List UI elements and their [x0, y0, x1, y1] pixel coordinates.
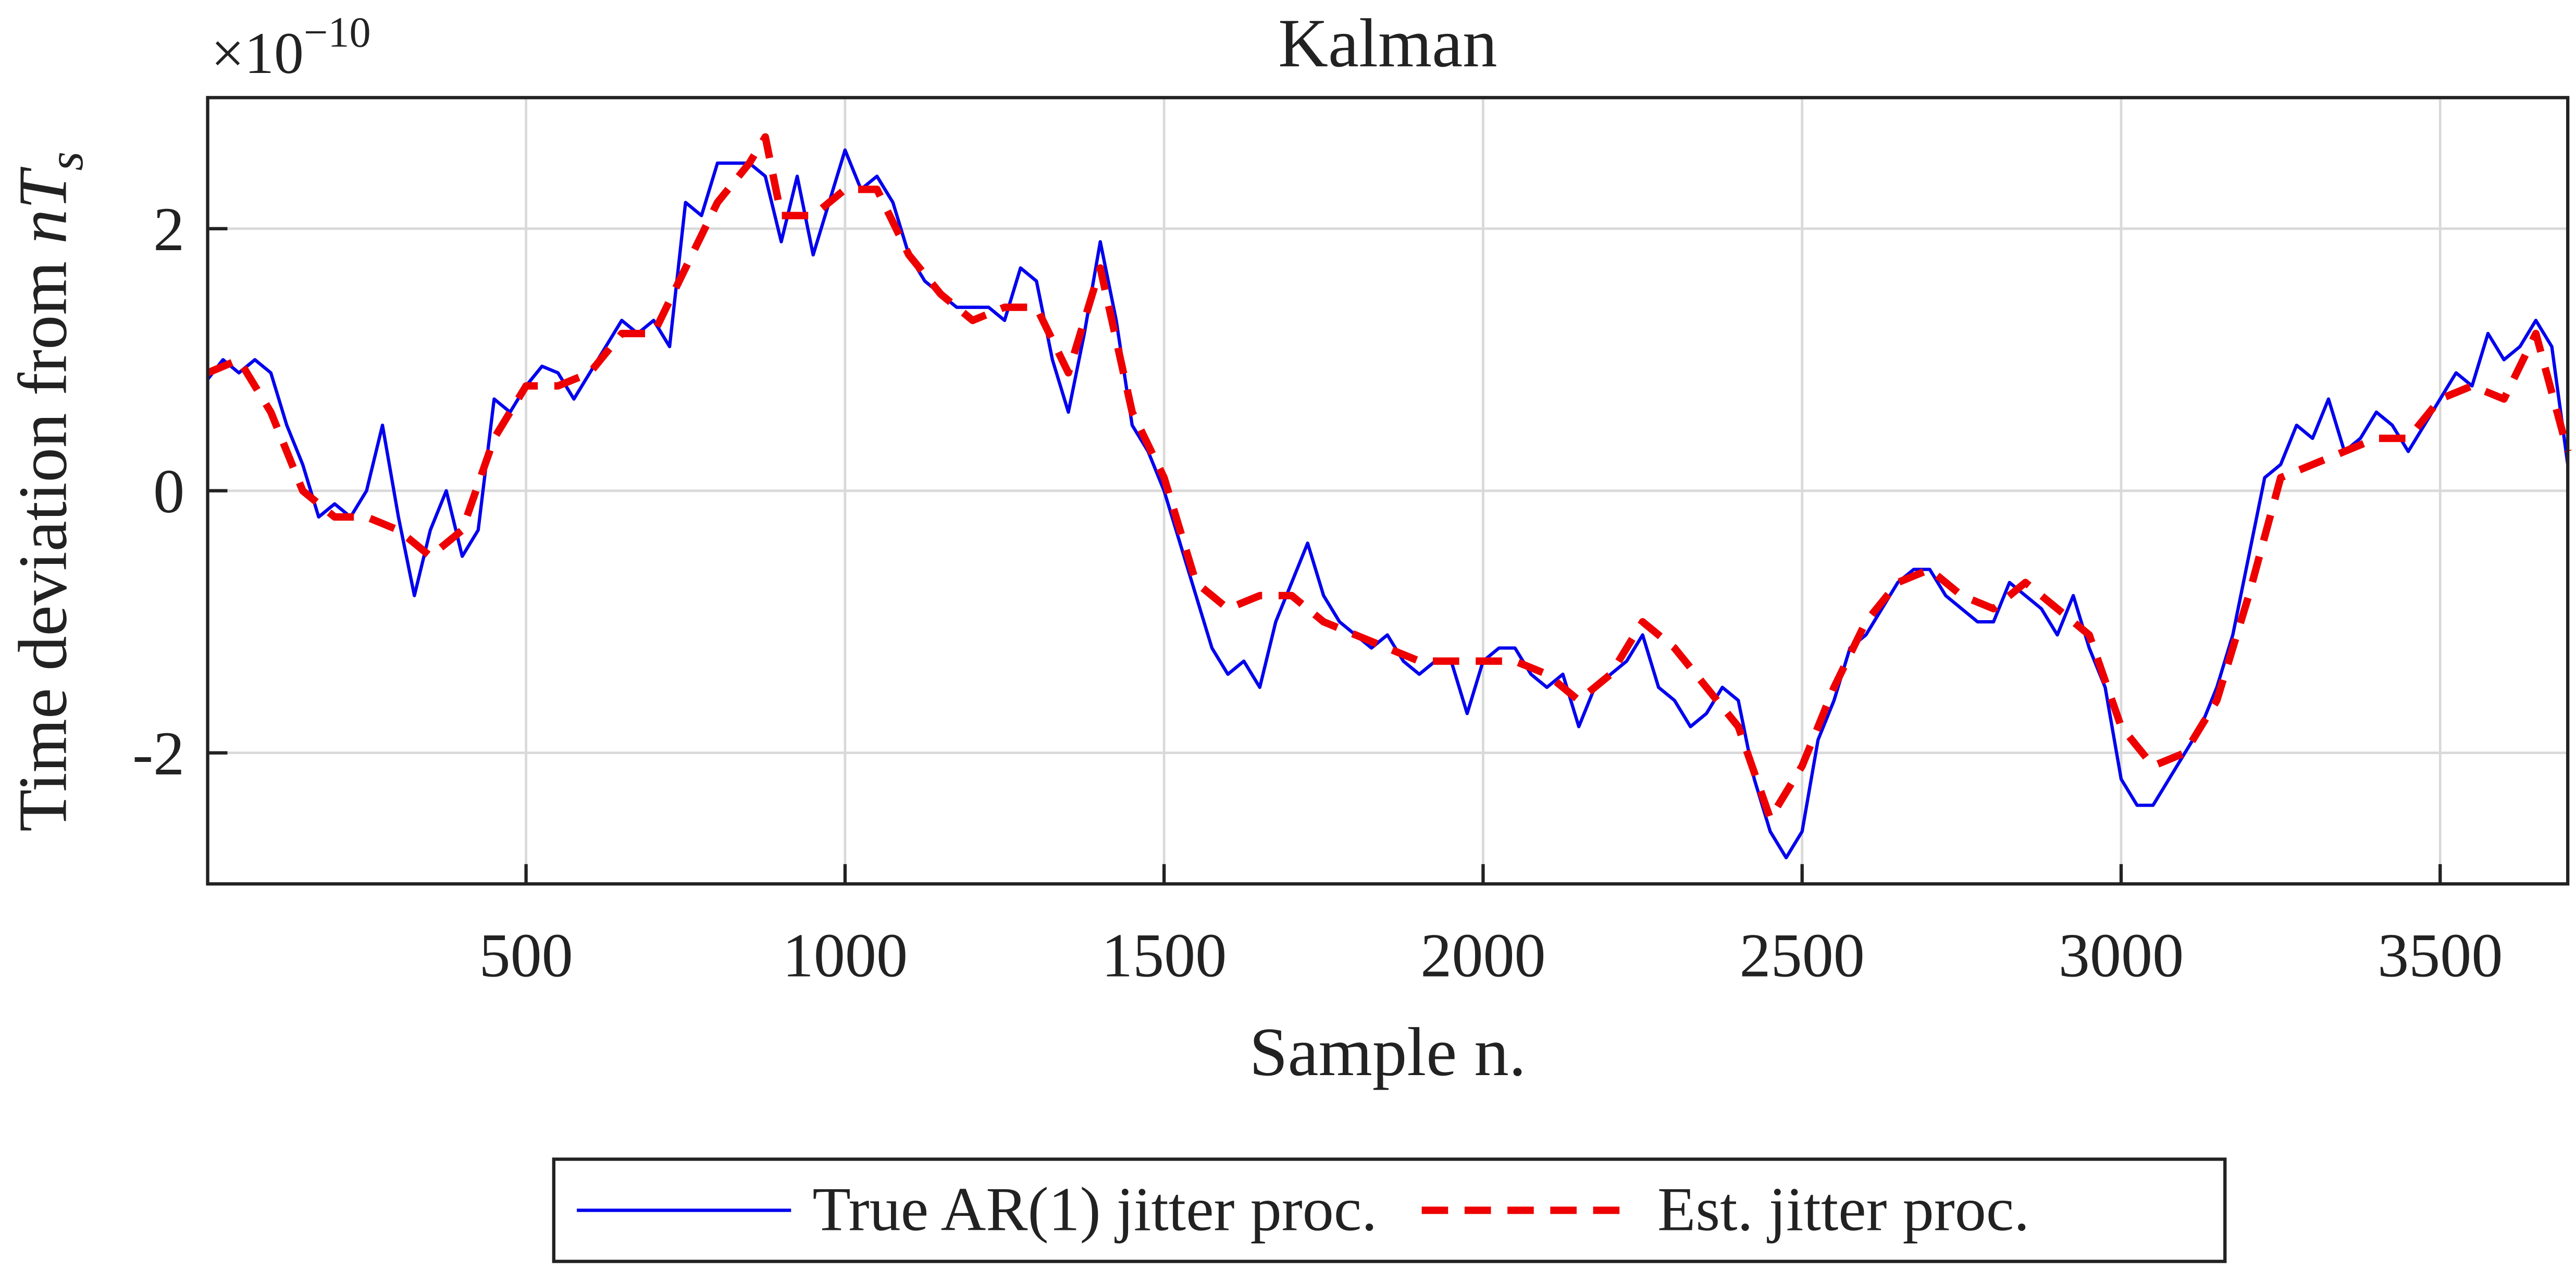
y-multiplier-exponent: −10 — [304, 8, 371, 56]
legend-label: True AR(1) jitter proc. — [812, 1174, 1377, 1243]
y-tick-label: 0 — [153, 457, 184, 526]
x-tick-label: 1000 — [783, 920, 908, 990]
x-tick-label: 1500 — [1101, 920, 1227, 990]
x-tick-label: 3000 — [2059, 920, 2184, 990]
data-line — [206, 133, 2572, 822]
legend-label: Est. jitter proc. — [1657, 1174, 2029, 1243]
legend: True AR(1) jitter proc. Est. jitter proc. — [552, 1157, 2227, 1263]
axes-box — [206, 96, 2570, 886]
x-tick-label: 2500 — [1740, 920, 1865, 990]
y-axis-label-text: Time deviation from — [5, 244, 81, 832]
y-multiplier-base: ×10 — [211, 20, 304, 86]
x-tick-label: 500 — [479, 920, 573, 990]
x-axis-label: Sample n. — [1249, 1014, 1526, 1090]
y-tick-label: 2 — [153, 194, 184, 264]
y-axis-label: Time deviation from nTs — [5, 152, 94, 832]
plot-area: 500 1000 1500 2000 2500 3000 3500 -2 0 2 — [132, 96, 2572, 990]
y-axis-label-math: nT — [5, 167, 81, 244]
chart-title: Kalman — [1278, 5, 1497, 81]
x-tick-label: 3500 — [2377, 920, 2503, 990]
y-multiplier: ×10−10 — [211, 8, 371, 86]
y-axis-label-sub: s — [38, 152, 93, 171]
x-tick-label: 2000 — [1420, 920, 1545, 990]
y-tick-label: -2 — [132, 719, 184, 788]
legend-box — [552, 1157, 2227, 1263]
